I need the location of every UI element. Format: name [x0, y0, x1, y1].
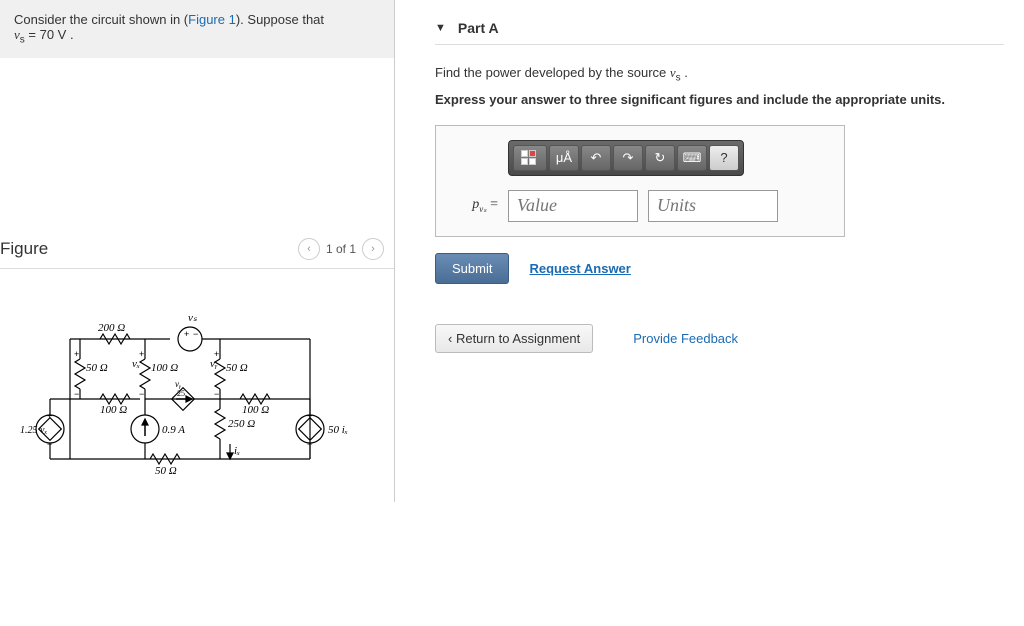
- right-column: ▼ Part A Find the power developed by the…: [395, 0, 1024, 502]
- svg-text:−: −: [193, 329, 198, 339]
- svg-text:+: +: [214, 349, 219, 359]
- svg-text:200 Ω: 200 Ω: [98, 322, 125, 334]
- left-column: Consider the circuit shown in (Figure 1)…: [0, 0, 395, 502]
- figure-nav-text: 1 of 1: [326, 242, 356, 256]
- svg-text:+: +: [184, 329, 189, 339]
- template-icon[interactable]: [513, 145, 547, 171]
- undo-icon[interactable]: ↶: [581, 145, 611, 171]
- svg-text:50 Ω: 50 Ω: [226, 362, 248, 374]
- svg-text:vₛ: vₛ: [188, 312, 198, 324]
- answer-label: pvₛ =: [450, 197, 498, 215]
- help-icon[interactable]: ?: [709, 145, 739, 171]
- svg-text:250 Ω: 250 Ω: [228, 418, 255, 430]
- answer-box: μÅ ↶ ↷ ↻ ⌨ ? pvₛ =: [435, 125, 845, 237]
- svg-text:50 iₓ: 50 iₓ: [328, 424, 348, 436]
- reset-icon[interactable]: ↻: [645, 145, 675, 171]
- svg-text:−: −: [139, 389, 144, 399]
- return-button[interactable]: ‹ Return to Assignment: [435, 324, 593, 353]
- figure-prev-button[interactable]: ‹: [298, 238, 320, 260]
- svg-text:−: −: [307, 439, 312, 449]
- svg-text:0.9 A: 0.9 A: [162, 424, 185, 436]
- keyboard-icon[interactable]: ⌨: [677, 145, 707, 171]
- svg-text:−: −: [74, 389, 79, 399]
- svg-text:50 Ω: 50 Ω: [86, 362, 108, 374]
- instruction-bold: Express your answer to three significant…: [435, 92, 1004, 107]
- svg-text:50 Ω: 50 Ω: [155, 465, 177, 477]
- svg-text:+: +: [74, 349, 79, 359]
- svg-text:100 Ω: 100 Ω: [151, 362, 178, 374]
- submit-button[interactable]: Submit: [435, 253, 509, 284]
- svg-text:vᵧ: vᵧ: [175, 379, 181, 389]
- value-input[interactable]: [508, 190, 638, 222]
- request-answer-link[interactable]: Request Answer: [529, 261, 630, 276]
- collapse-icon: ▼: [435, 22, 446, 34]
- svg-text:−: −: [47, 439, 52, 449]
- svg-text:vₓ: vₓ: [132, 358, 140, 370]
- problem-text-before: Consider the circuit shown in (: [14, 12, 188, 27]
- figure-section: Figure ‹ 1 of 1 ›: [0, 228, 394, 502]
- svg-text:−: −: [214, 389, 219, 399]
- svg-text:25: 25: [177, 389, 185, 398]
- circuit-diagram: vₛ 200 Ω 50 Ω vₓ 100 Ω vᵧ 50 Ω 100 Ω 100…: [0, 269, 394, 502]
- part-title: Part A: [458, 20, 499, 36]
- feedback-link[interactable]: Provide Feedback: [633, 331, 738, 346]
- units-input[interactable]: [648, 190, 778, 222]
- svg-text:+: +: [307, 411, 312, 421]
- answer-toolbar: μÅ ↶ ↷ ↻ ⌨ ?: [508, 140, 744, 176]
- figure-title: Figure: [0, 239, 48, 259]
- units-icon[interactable]: μÅ: [549, 145, 579, 171]
- svg-text:+: +: [47, 411, 52, 421]
- problem-eq-rest: = 70 V .: [25, 27, 74, 42]
- part-header[interactable]: ▼ Part A: [435, 20, 1004, 45]
- svg-text:1.25 vₓ: 1.25 vₓ: [20, 425, 47, 436]
- figure-next-button[interactable]: ›: [362, 238, 384, 260]
- figure-nav: ‹ 1 of 1 ›: [298, 238, 384, 260]
- problem-text-after: ). Suppose that: [236, 12, 324, 27]
- svg-text:100 Ω: 100 Ω: [242, 404, 269, 416]
- instruction-text: Find the power developed by the source v…: [435, 65, 1004, 84]
- problem-statement: Consider the circuit shown in (Figure 1)…: [0, 0, 394, 58]
- svg-text:vᵧ: vᵧ: [210, 358, 218, 370]
- redo-icon[interactable]: ↷: [613, 145, 643, 171]
- svg-text:iₓ: iₓ: [234, 445, 240, 457]
- svg-text:100 Ω: 100 Ω: [100, 404, 127, 416]
- svg-text:+: +: [139, 349, 144, 359]
- figure-link[interactable]: Figure 1: [188, 12, 236, 27]
